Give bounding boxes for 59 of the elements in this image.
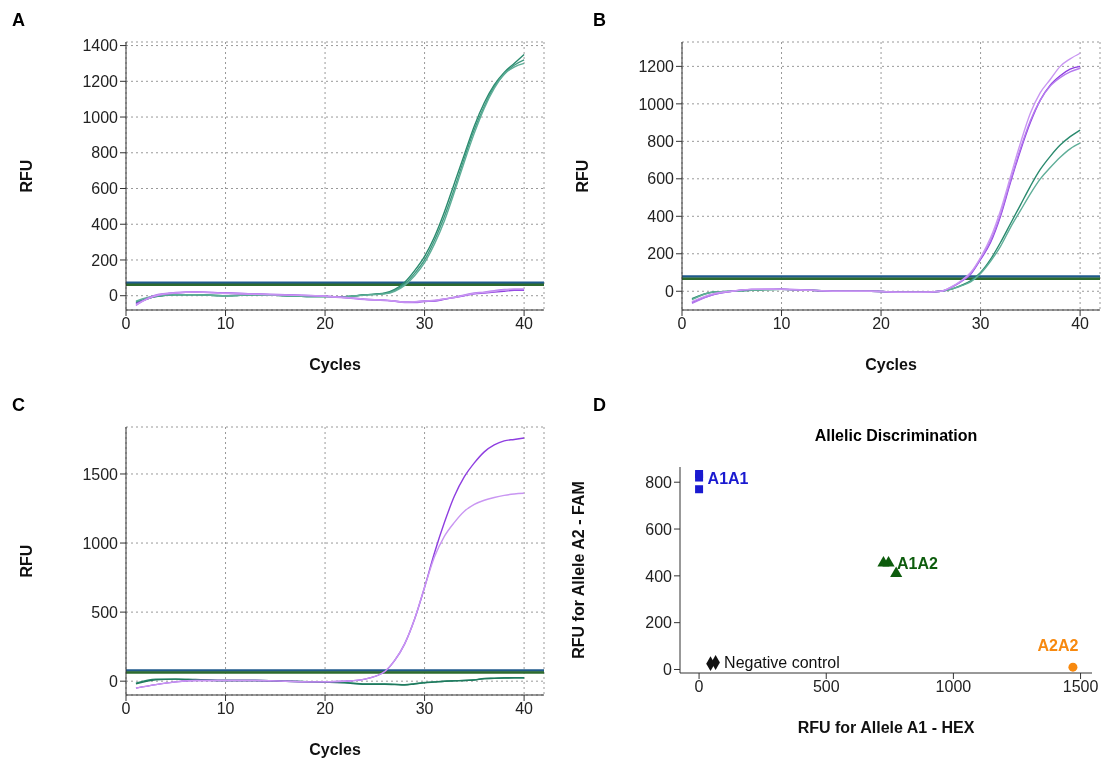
- y-tick-label: 0: [109, 287, 119, 305]
- y-axis-title: RFU: [573, 159, 591, 193]
- y-tick-label: 400: [91, 215, 119, 233]
- x-axis-title: Cycles: [309, 356, 361, 373]
- y-axis-title: RFU for Allele A2 - FAM: [569, 481, 587, 659]
- x-axis-title: Cycles: [309, 741, 361, 758]
- x-tick-label: 20: [872, 315, 891, 333]
- x-tick-label: 500: [812, 678, 840, 696]
- y-tick-label: 800: [647, 133, 675, 151]
- x-axis-title: Cycles: [865, 356, 917, 373]
- x-tick-label: 10: [772, 315, 791, 333]
- x-tick-label: 40: [1071, 315, 1090, 333]
- y-tick-label: 1200: [638, 58, 675, 76]
- x-tick-label: 0: [694, 678, 704, 696]
- chart-title: Allelic Discrimination: [813, 427, 979, 445]
- x-tick-label: 40: [515, 315, 534, 333]
- text: D: [593, 395, 606, 416]
- y-tick-label: 200: [647, 245, 675, 263]
- x-tick-label: 1500: [1062, 678, 1099, 696]
- text: A: [12, 10, 25, 31]
- x-tick-label: 0: [121, 700, 131, 718]
- y-tick-label: 400: [645, 567, 673, 585]
- y-tick-label: 1500: [82, 465, 119, 483]
- x-tick-label: 30: [971, 315, 990, 333]
- y-tick-label: 1200: [82, 72, 119, 90]
- y-axis-title: RFU: [17, 544, 35, 578]
- y-tick-label: 800: [645, 473, 673, 491]
- series-label: Negative control: [724, 654, 840, 672]
- y-tick-label: 0: [663, 661, 673, 679]
- y-tick-label: 200: [91, 251, 119, 269]
- y-tick-label: 1000: [638, 95, 675, 113]
- x-tick-label: 30: [415, 315, 434, 333]
- y-tick-label: 600: [91, 180, 119, 198]
- x-tick-label: 20: [316, 700, 335, 718]
- y-tick-label: 500: [91, 603, 119, 621]
- x-tick-label: 10: [216, 700, 235, 718]
- series-label: A2A2: [1037, 636, 1079, 654]
- x-tick-label: 20: [316, 315, 335, 333]
- y-tick-label: 200: [645, 614, 673, 632]
- x-tick-label: 40: [515, 700, 534, 718]
- text: B: [593, 10, 606, 31]
- x-axis-title: RFU for Allele A1 - HEX: [797, 719, 975, 736]
- x-tick-label: 0: [121, 315, 131, 333]
- y-tick-label: 1400: [82, 37, 119, 55]
- y-tick-label: 600: [645, 520, 673, 538]
- series-label: A1A1: [707, 469, 749, 487]
- y-tick-label: 800: [91, 144, 119, 162]
- y-tick-label: 600: [647, 170, 675, 188]
- text: C: [12, 395, 25, 416]
- y-axis-title: RFU: [17, 159, 35, 193]
- y-tick-label: 0: [665, 282, 675, 300]
- series-label: A1A2: [897, 554, 939, 572]
- x-tick-label: 1000: [935, 678, 972, 696]
- x-tick-label: 0: [677, 315, 687, 333]
- y-tick-label: 1000: [82, 108, 119, 126]
- y-tick-label: 400: [647, 207, 675, 225]
- x-tick-label: 30: [415, 700, 434, 718]
- x-tick-label: 10: [216, 315, 235, 333]
- y-tick-label: 1000: [82, 534, 119, 552]
